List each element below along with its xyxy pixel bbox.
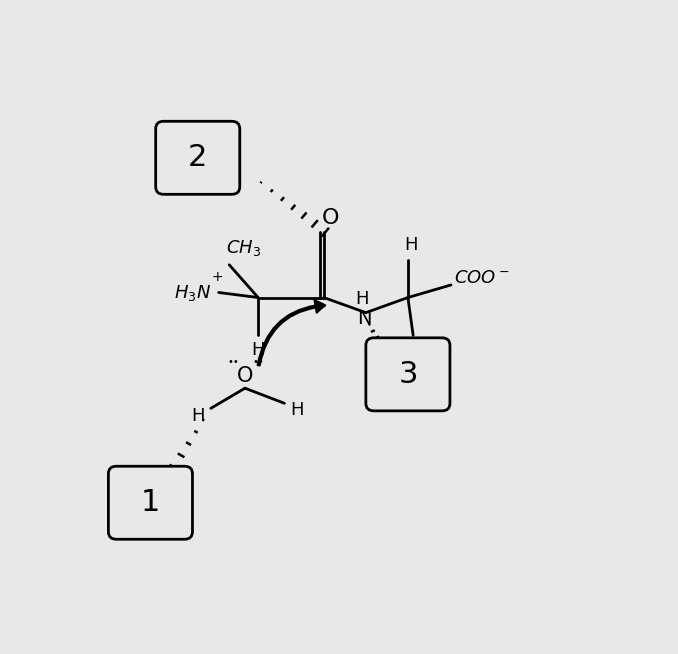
Text: ••: •• [252,357,264,367]
Text: 2: 2 [188,143,207,172]
Text: $H_3N$: $H_3N$ [174,283,211,303]
FancyBboxPatch shape [366,338,450,411]
Text: H: H [252,341,265,360]
Text: $COO^-$: $COO^-$ [454,269,509,287]
Text: H: H [355,290,368,307]
Text: H: H [290,401,303,419]
Text: H: H [191,407,205,425]
Text: $CH_3$: $CH_3$ [409,341,444,360]
Text: $CH_3$: $CH_3$ [226,238,261,258]
FancyBboxPatch shape [156,121,240,194]
Text: H: H [404,235,417,254]
Text: 3: 3 [398,360,418,389]
FancyArrowPatch shape [258,300,325,366]
FancyBboxPatch shape [108,466,193,540]
Text: O: O [321,209,339,228]
Text: N: N [357,309,372,328]
Text: 1: 1 [141,489,160,517]
Text: +: + [212,270,223,284]
Text: ••: •• [228,357,239,367]
Text: O: O [237,366,253,386]
